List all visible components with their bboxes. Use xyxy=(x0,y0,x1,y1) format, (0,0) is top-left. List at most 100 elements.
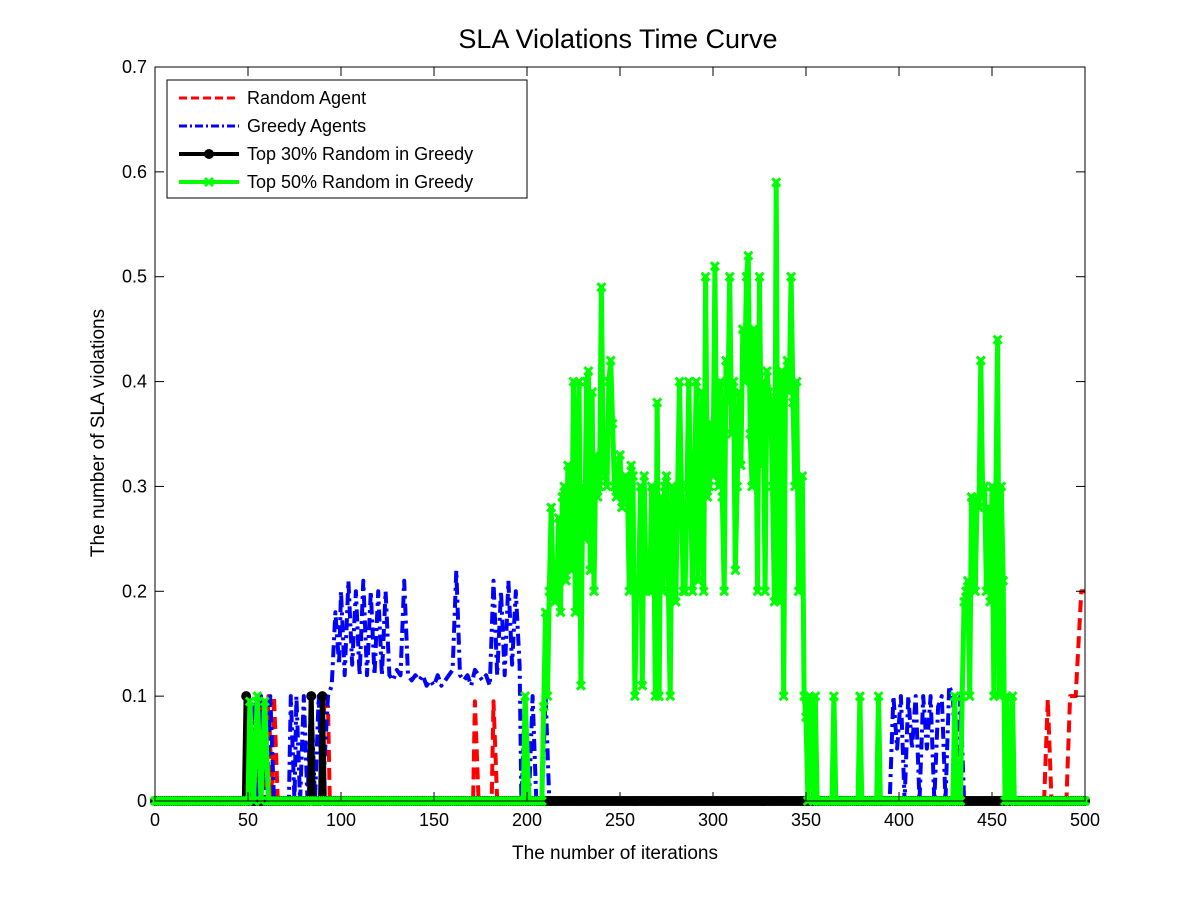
data-point-top-50-random-in-greedy xyxy=(687,586,698,597)
data-point-top-50-random-in-greedy xyxy=(693,575,704,586)
data-point-top-50-random-in-greedy xyxy=(590,449,601,461)
data-point-top-50-random-in-greedy xyxy=(564,481,575,492)
data-point-top-50-random-in-greedy xyxy=(631,575,642,586)
data-point-top-50-random-in-greedy xyxy=(795,481,806,492)
data-point-top-50-random-in-greedy xyxy=(715,376,726,387)
chart-title: SLA Violations Time Curve xyxy=(458,24,777,54)
data-point-top-50-random-in-greedy xyxy=(668,491,680,502)
x-tick-label: 400 xyxy=(884,810,914,830)
data-point-top-50-random-in-greedy xyxy=(259,696,270,707)
data-point-top-50-random-in-greedy xyxy=(806,712,817,723)
data-point-top-50-random-in-greedy xyxy=(771,177,782,188)
data-point-top-50-random-in-greedy xyxy=(745,428,756,440)
data-point-top-50-random-in-greedy xyxy=(704,481,715,492)
data-point-top-50-random-in-greedy xyxy=(661,470,672,482)
data-point-top-50-random-in-greedy xyxy=(719,586,730,597)
data-point-top-50-random-in-greedy xyxy=(977,491,988,502)
data-point-top-50-random-in-greedy xyxy=(547,575,559,586)
y-tick-label: 0.4 xyxy=(122,372,147,392)
data-point-top-50-random-in-greedy xyxy=(244,696,255,707)
data-point-top-50-random-in-greedy xyxy=(774,596,786,607)
data-point-top-50-random-in-greedy xyxy=(756,460,767,471)
data-point-top-50-random-in-greedy xyxy=(760,586,771,597)
data-point-top-50-random-in-greedy xyxy=(990,502,1001,513)
x-tick-label: 100 xyxy=(326,810,356,830)
x-tick-label: 300 xyxy=(698,810,728,830)
data-point-top-50-random-in-greedy xyxy=(698,586,709,597)
data-point-top-50-random-in-greedy xyxy=(570,607,581,618)
data-point-top-50-random-in-greedy xyxy=(566,565,577,576)
data-point-top-50-random-in-greedy xyxy=(700,271,711,282)
y-tick-label: 0.5 xyxy=(122,267,147,287)
y-tick-label: 0.1 xyxy=(122,686,147,706)
data-point-top-50-random-in-greedy xyxy=(720,355,732,366)
y-tick-label: 0.6 xyxy=(122,162,147,182)
data-point-top-50-random-in-greedy xyxy=(960,586,972,597)
data-point-top-50-random-in-greedy xyxy=(588,586,600,597)
data-point-top-50-random-in-greedy xyxy=(655,491,666,502)
data-point-top-50-random-in-greedy xyxy=(992,334,1003,345)
data-point-top-50-random-in-greedy xyxy=(575,680,587,691)
data-point-top-50-random-in-greedy xyxy=(583,366,594,377)
data-point-top-50-random-in-greedy xyxy=(540,607,551,618)
data-point-top-50-random-in-greedy xyxy=(611,491,622,502)
data-point-top-50-random-in-greedy xyxy=(741,271,752,282)
x-tick-label: 500 xyxy=(1070,810,1100,830)
data-point-top-50-random-in-greedy xyxy=(614,449,626,461)
series-greedy-agents xyxy=(155,568,1085,803)
x-tick-label: 350 xyxy=(791,810,821,830)
data-point-top-50-random-in-greedy xyxy=(646,481,657,492)
data-point-top-50-random-in-greedy xyxy=(629,691,640,702)
data-point-top-50-random-in-greedy xyxy=(520,691,531,702)
data-point-top-50-random-in-greedy xyxy=(607,418,618,429)
data-point-top-50-random-in-greedy xyxy=(973,502,985,513)
y-tick-label: 0 xyxy=(137,791,147,811)
data-point-top-50-random-in-greedy xyxy=(627,470,639,482)
legend-label: Top 50% Random in Greedy xyxy=(247,172,473,192)
data-point-top-50-random-in-greedy xyxy=(854,691,866,702)
data-point-top-50-random-in-greedy xyxy=(670,596,681,607)
data-point-top-50-random-in-greedy xyxy=(598,460,609,471)
data-point-top-50-random-in-greedy xyxy=(735,460,746,471)
data-point-top-50-random-in-greedy xyxy=(724,271,735,282)
data-point-top-50-random-in-greedy xyxy=(694,481,706,492)
legend-label: Top 30% Random in Greedy xyxy=(247,144,473,164)
legend-marker xyxy=(204,149,214,159)
data-point-top-50-random-in-greedy xyxy=(793,586,804,597)
data-point-top-50-random-in-greedy xyxy=(551,586,562,597)
legend-label: Random Agent xyxy=(247,88,366,108)
data-point-top-50-random-in-greedy xyxy=(713,481,724,492)
data-point-top-50-random-in-greedy xyxy=(652,397,663,408)
data-point-top-50-random-in-greedy xyxy=(733,386,745,398)
data-point-top-50-random-in-greedy xyxy=(622,481,633,492)
data-point-top-50-random-in-greedy xyxy=(706,418,717,429)
data-point-top-50-random-in-greedy xyxy=(1007,691,1018,702)
data-point-top-50-random-in-greedy xyxy=(579,533,590,544)
data-point-top-50-random-in-greedy xyxy=(761,366,773,377)
data-point-top-50-random-in-greedy xyxy=(962,575,973,586)
data-point-top-50-random-in-greedy xyxy=(786,271,797,282)
data-point-top-50-random-in-greedy xyxy=(707,470,719,482)
data-point-top-50-random-in-greedy xyxy=(732,481,743,492)
data-point-top-50-random-in-greedy xyxy=(609,481,620,492)
data-point-top-50-random-in-greedy xyxy=(996,481,1007,492)
legend-label: Greedy Agents xyxy=(247,116,366,136)
x-tick-label: 50 xyxy=(238,810,258,830)
data-point-top-30-random-in-greedy xyxy=(317,691,328,702)
data-point-top-50-random-in-greedy xyxy=(765,397,776,408)
data-point-top-50-random-in-greedy xyxy=(577,481,588,492)
data-point-top-50-random-in-greedy xyxy=(644,586,655,597)
y-axis-label: The number of SLA violations xyxy=(88,309,109,557)
data-point-top-50-random-in-greedy xyxy=(748,324,759,335)
data-point-top-50-random-in-greedy xyxy=(555,607,566,618)
data-point-top-50-random-in-greedy xyxy=(986,481,998,492)
x-tick-label: 250 xyxy=(605,810,635,830)
data-point-top-50-random-in-greedy xyxy=(750,397,761,408)
data-point-top-50-random-in-greedy xyxy=(722,397,733,408)
data-point-top-50-random-in-greedy xyxy=(592,491,603,502)
data-point-top-50-random-in-greedy xyxy=(758,376,769,387)
data-point-top-50-random-in-greedy xyxy=(626,460,637,471)
data-point-top-50-random-in-greedy xyxy=(542,691,553,702)
data-point-top-50-random-in-greedy xyxy=(998,575,1009,586)
